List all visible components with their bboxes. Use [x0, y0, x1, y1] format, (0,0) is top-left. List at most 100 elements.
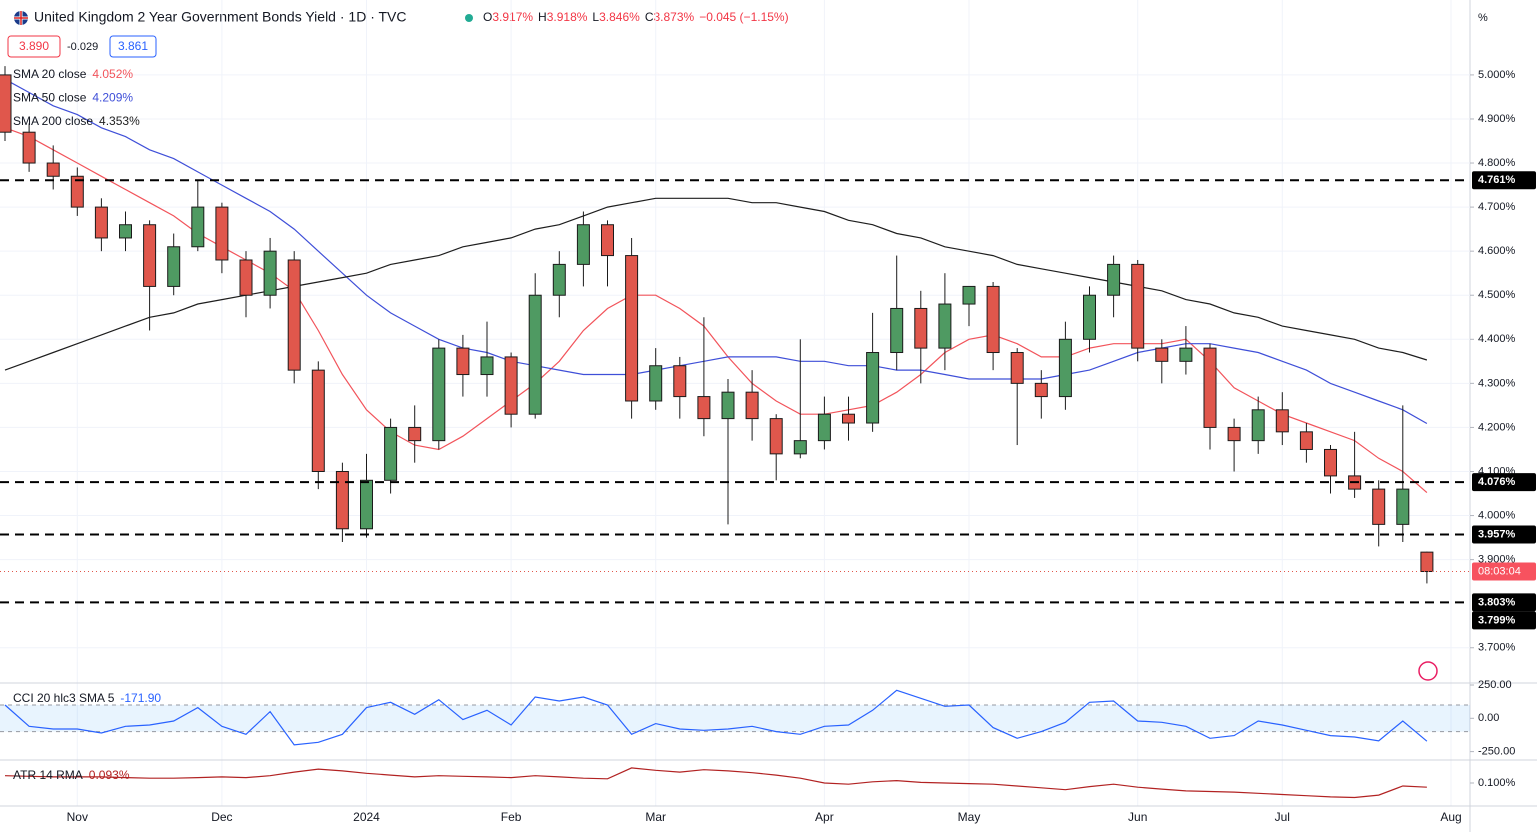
candle-body — [22, 131, 36, 164]
y-tick-label: 0.00 — [1478, 712, 1499, 724]
candle-body — [962, 285, 976, 305]
buy-price[interactable]: 3.861 — [118, 39, 148, 53]
candle-body — [576, 224, 590, 265]
candle-body — [842, 413, 855, 424]
candle-body — [504, 356, 518, 415]
countdown: 08:03:04 — [1478, 565, 1521, 577]
candle-body — [311, 369, 325, 472]
candle-body — [697, 396, 711, 420]
ohlc-letter: O — [483, 10, 492, 24]
indicator-legend: CCI 20 hlc3 SMA 5 -171.90 — [13, 691, 161, 705]
sma-line — [4, 78, 1428, 425]
y-tick-label: -250.00 — [1478, 746, 1515, 758]
candle-body — [601, 224, 614, 257]
candle-body — [0, 74, 12, 133]
legend-entry: SMA 50 close 4.209% — [13, 91, 133, 105]
candle-body — [1179, 347, 1193, 362]
x-tick-label: Aug — [1440, 810, 1461, 824]
y-tick-label: 4.900% — [1478, 113, 1516, 125]
flag-icon — [14, 11, 28, 25]
current-price-box — [1472, 562, 1536, 581]
level-label-box — [1472, 473, 1536, 492]
candle-body — [1275, 409, 1289, 433]
indicator-name: ATR 14 RMA — [13, 768, 83, 782]
candle-body — [1107, 263, 1121, 296]
candle-body — [408, 426, 422, 442]
candle-body — [552, 263, 566, 296]
candle-body — [432, 347, 446, 442]
candle-body — [769, 418, 783, 455]
candle-body — [1058, 338, 1072, 398]
candle-body — [480, 356, 494, 376]
ohlc-change: −0.045 (−1.15%) — [699, 10, 788, 24]
buy-box[interactable] — [109, 35, 157, 58]
y-tick-label: 0.100% — [1478, 777, 1516, 789]
candle-body — [938, 303, 952, 349]
candle-body — [384, 426, 398, 481]
y-tick-label: 4.500% — [1478, 289, 1516, 301]
candle-body — [360, 479, 373, 530]
x-tick-label: Apr — [815, 810, 834, 824]
y-tick-label: 250.00 — [1478, 679, 1512, 691]
legend-value: 4.052% — [92, 67, 133, 81]
y-tick-label: 4.200% — [1478, 421, 1516, 433]
candle-body — [287, 259, 301, 371]
candle-body — [721, 391, 735, 420]
y-tick-label: 4.000% — [1478, 509, 1516, 521]
level-label-box — [1472, 593, 1536, 612]
candle-body — [215, 206, 229, 261]
candle-body — [70, 175, 84, 208]
legend-name: SMA 20 close — [13, 67, 87, 81]
y-tick-label: 4.400% — [1478, 333, 1516, 345]
candle-body — [94, 206, 108, 239]
candle-body — [143, 224, 157, 287]
sell-price[interactable]: 3.890 — [19, 39, 49, 53]
chart-title: United Kingdom 2 Year Government Bonds Y… — [34, 9, 407, 25]
spread: -0.029 — [67, 41, 98, 53]
level-label-box — [1472, 525, 1536, 544]
ohlc: O3.917% H3.918% L3.846% C3.873% −0.045 (−1.1… — [483, 10, 789, 24]
candle-body — [1227, 426, 1241, 442]
ohlc-value: 3.873% — [653, 10, 694, 24]
level-label: 3.799% — [1478, 614, 1516, 626]
sma-line — [4, 197, 1428, 371]
candle-body — [866, 352, 880, 424]
x-tick-label: 2024 — [353, 810, 380, 824]
ohlc-letter: C — [645, 10, 654, 24]
candle-body — [1299, 431, 1313, 450]
alert-icon[interactable] — [1418, 661, 1438, 681]
candle-body — [1155, 347, 1169, 362]
candle-body — [1324, 448, 1337, 477]
indicator-line — [4, 689, 1428, 746]
y-tick-label: 3.700% — [1478, 642, 1516, 654]
x-tick-label: Feb — [501, 810, 522, 824]
candle-body — [793, 440, 807, 455]
sma-line — [4, 127, 1428, 494]
level-label: 3.957% — [1478, 528, 1516, 540]
sell-box[interactable] — [7, 35, 61, 58]
price-unit[interactable]: % — [1478, 12, 1488, 24]
legend-entry: SMA 200 close 4.353% — [13, 114, 140, 128]
y-tick-label: 4.600% — [1478, 245, 1516, 257]
candle-body — [528, 294, 542, 415]
candle-body — [649, 365, 663, 402]
x-tick-label: Jul — [1275, 810, 1290, 824]
legend-name: SMA 200 close — [13, 114, 93, 128]
level-label: 4.076% — [1478, 476, 1516, 488]
cci-band — [0, 704, 1470, 732]
candle-body — [914, 307, 928, 349]
legend-value: 4.353% — [99, 114, 140, 128]
candle-body — [745, 391, 759, 420]
indicator-value: -171.90 — [120, 691, 161, 705]
y-tick-label: 4.700% — [1478, 201, 1516, 213]
candle-body — [239, 259, 253, 296]
indicator-legend: ATR 14 RMA 0.093% — [13, 768, 130, 782]
candle-body — [263, 250, 277, 296]
candle-body — [1010, 352, 1024, 384]
indicator-value: 0.093% — [89, 768, 130, 782]
indicator-name: CCI 20 hlc3 SMA 5 — [13, 691, 115, 705]
candle-body — [890, 307, 904, 354]
candle-body — [456, 347, 470, 376]
